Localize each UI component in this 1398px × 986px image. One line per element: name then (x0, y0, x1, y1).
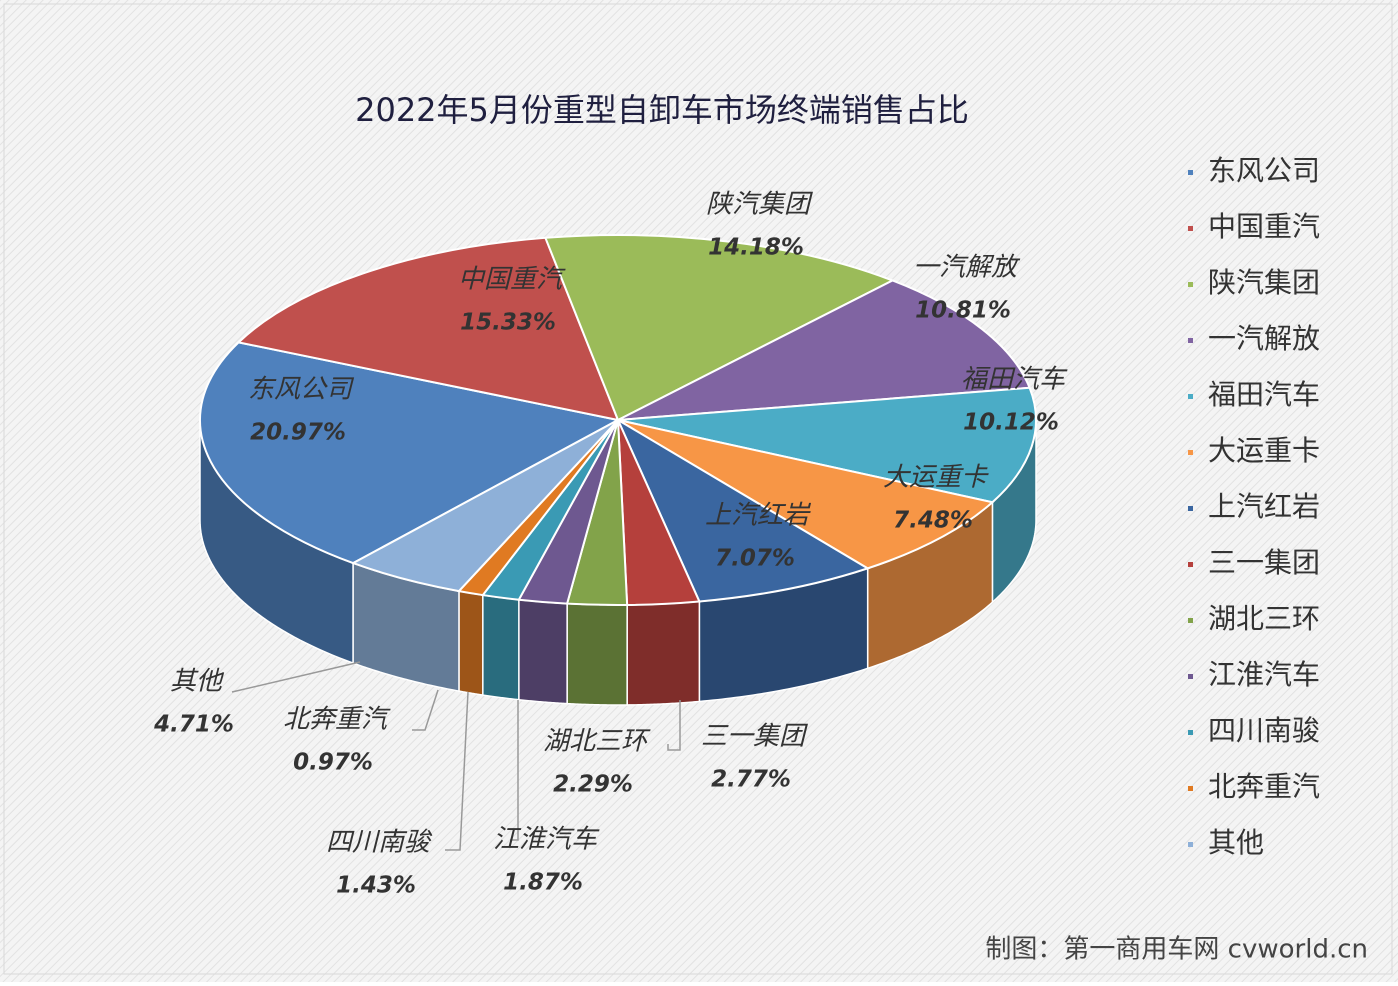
slice (617, 386, 1037, 504)
value-label: 14.18% (708, 235, 804, 261)
leader-line (510, 700, 519, 841)
source: 制图：第一商用车网 cvworld.cn (985, 935, 1368, 965)
legend-label: 湖北三环 (1208, 602, 1320, 635)
legend-swatch (1188, 170, 1193, 175)
legend-label: 北奔重汽 (1208, 770, 1320, 803)
value-label: 7.07% (715, 546, 795, 572)
slice-label: 其他 (170, 667, 225, 697)
legend-swatch (1188, 618, 1193, 623)
legend-swatch (1188, 786, 1193, 791)
legend-label: 东风公司 (1208, 154, 1320, 187)
chart-title: 2022年5月份重型自卸车市场终端销售占比 (355, 91, 969, 129)
leader-line (412, 689, 439, 731)
slice (350, 419, 619, 593)
slice-side (566, 602, 628, 706)
legend-swatch (1188, 842, 1193, 847)
value-label: 20.97% (250, 420, 346, 446)
value-label: 2.77% (711, 767, 791, 793)
slice-label: 江淮汽车 (493, 825, 600, 855)
slice (543, 234, 895, 422)
slice-side (518, 598, 568, 705)
slice-side (458, 590, 484, 696)
value-label: 2.29% (553, 772, 633, 798)
legend-label: 上汽红岩 (1208, 490, 1320, 523)
pie (199, 234, 1037, 706)
legend-swatch (1188, 506, 1193, 511)
legend-swatch (1188, 394, 1193, 399)
legend-label: 福田汽车 (1208, 378, 1320, 411)
value-label: 1.87% (503, 870, 583, 896)
leader-lines (231, 661, 681, 851)
leader-line (445, 691, 469, 851)
labels: 东风公司 20.97% 中国重汽 15.33% 陕汽集团 14.18% 一汽解放 10.81%… (153, 190, 1068, 899)
legend-swatch (1188, 338, 1193, 343)
slice-label: 上汽红岩 (705, 501, 812, 531)
legend-swatch (1188, 674, 1193, 679)
legend-swatch (1188, 282, 1193, 287)
slice (199, 341, 621, 565)
slice (617, 279, 1032, 421)
value-label: 4.71% (153, 712, 234, 738)
legend-label: 江淮汽车 (1208, 658, 1320, 691)
slice-label: 北奔重汽 (283, 705, 391, 735)
slice-side (482, 594, 520, 701)
legend-label: 其他 (1208, 826, 1264, 859)
slice-label: 福田汽车 (961, 365, 1068, 395)
slice-side (626, 600, 701, 706)
legend-label: 大运重卡 (1208, 434, 1320, 467)
legend-swatch (1188, 730, 1193, 735)
legend-label: 四川南骏 (1208, 714, 1320, 747)
slice-label: 大运重卡 (883, 463, 989, 493)
slice-label: 湖北三环 (543, 727, 651, 757)
slice-label: 陕汽集团 (706, 190, 813, 220)
legend-label: 三一集团 (1208, 546, 1320, 579)
value-label: 1.43% (336, 873, 416, 899)
slice-label: 中国重汽 (458, 265, 566, 295)
legend-label: 中国重汽 (1208, 210, 1320, 243)
leader-line (231, 661, 361, 693)
slice (615, 417, 871, 603)
frame (3, 3, 1393, 975)
value-label: 10.81% (915, 298, 1011, 324)
legend-label: 陕汽集团 (1208, 266, 1320, 299)
value-label: 10.12% (963, 410, 1059, 436)
leader-line (667, 700, 681, 751)
legend-swatch (1188, 450, 1193, 455)
legend-swatch (1188, 562, 1193, 567)
slice-label: 一汽解放 (913, 253, 1021, 283)
value-label: 0.97% (293, 750, 373, 776)
slice-label: 东风公司 (248, 375, 355, 405)
slice (236, 236, 620, 422)
value-label: 7.48% (893, 508, 973, 534)
legend-label: 一汽解放 (1208, 322, 1320, 355)
slice-label: 三一集团 (701, 722, 808, 752)
value-label: 15.33% (460, 310, 556, 336)
slice-label: 四川南骏 (326, 828, 433, 858)
slice (617, 419, 995, 570)
legend-swatch (1188, 226, 1193, 231)
legend: 东风公司中国重汽陕汽集团一汽解放福田汽车大运重卡上汽红岩三一集团湖北三环江淮汽车… (1188, 154, 1320, 859)
